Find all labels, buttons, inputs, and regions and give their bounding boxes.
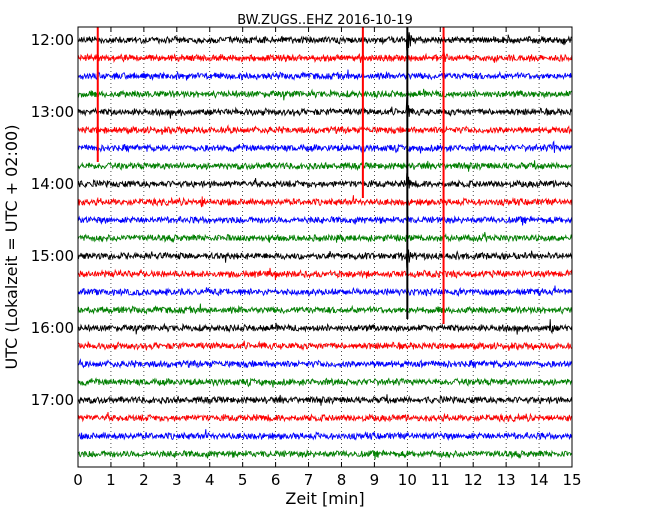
x-tick-label: 10 bbox=[398, 471, 417, 489]
trace-line bbox=[77, 69, 573, 81]
x-tick-label: 5 bbox=[238, 471, 248, 489]
x-tick-label: 9 bbox=[370, 471, 380, 489]
x-axis-label: Zeit [min] bbox=[285, 489, 364, 508]
x-tick-label: 6 bbox=[271, 471, 281, 489]
trace-line bbox=[77, 303, 573, 315]
x-tick-label: 11 bbox=[431, 471, 450, 489]
trace-line bbox=[78, 394, 573, 406]
trace-line bbox=[77, 285, 573, 298]
trace-line bbox=[77, 97, 573, 119]
x-tick-label: 7 bbox=[304, 471, 314, 489]
trace-line bbox=[77, 140, 573, 154]
x-tick-label: 15 bbox=[562, 471, 581, 489]
trace-line bbox=[77, 377, 573, 388]
y-tick-label: 16:00 bbox=[31, 319, 74, 337]
y-tick-label: 13:00 bbox=[31, 103, 74, 121]
plot-frame bbox=[77, 26, 573, 468]
trace-line bbox=[77, 340, 573, 352]
y-tick-label: 17:00 bbox=[31, 391, 74, 409]
trace-line bbox=[77, 195, 573, 208]
trace-line bbox=[77, 449, 573, 460]
x-tick-label: 14 bbox=[530, 471, 549, 489]
chart-title: BW.ZUGS..EHZ 2016-10-19 bbox=[237, 13, 413, 28]
trace-line bbox=[77, 170, 573, 189]
y-tick-label: 12:00 bbox=[31, 31, 74, 49]
trace-line bbox=[77, 249, 573, 268]
trace-line bbox=[77, 231, 573, 243]
x-tick-label: 13 bbox=[497, 471, 516, 489]
event-markers bbox=[78, 27, 572, 324]
x-tick-label: 1 bbox=[106, 471, 116, 489]
trace-line bbox=[77, 49, 573, 64]
x-tick-label: 4 bbox=[205, 471, 215, 489]
trace-line bbox=[77, 267, 573, 281]
x-tick-label: 8 bbox=[337, 471, 347, 489]
trace-line bbox=[77, 160, 572, 172]
y-axis-label: UTC (Lokalzeit = UTC + 02:00) bbox=[2, 125, 21, 370]
trace-line bbox=[77, 215, 573, 226]
x-tick-label: 3 bbox=[172, 471, 182, 489]
x-tick-label: 2 bbox=[139, 471, 149, 489]
trace-line bbox=[77, 412, 572, 423]
trace-line bbox=[77, 429, 573, 441]
x-tick-label: 0 bbox=[73, 471, 83, 489]
trace-line bbox=[77, 124, 573, 135]
y-tick-label: 15:00 bbox=[31, 247, 74, 265]
trace-line bbox=[77, 32, 573, 51]
traces bbox=[77, 32, 573, 460]
x-axis: 0 1 2 3 4 5 6 7 8 9 10 11 12 13 14 15 bbox=[73, 27, 582, 489]
y-tick-label: 14:00 bbox=[31, 175, 74, 193]
trace-line bbox=[77, 88, 573, 101]
y-axis: 12:00 13:00 14:00 15:00 16:00 17:00 bbox=[31, 31, 83, 409]
x-tick-label: 12 bbox=[464, 471, 483, 489]
trace-line bbox=[77, 319, 573, 335]
trace-line bbox=[77, 358, 573, 369]
